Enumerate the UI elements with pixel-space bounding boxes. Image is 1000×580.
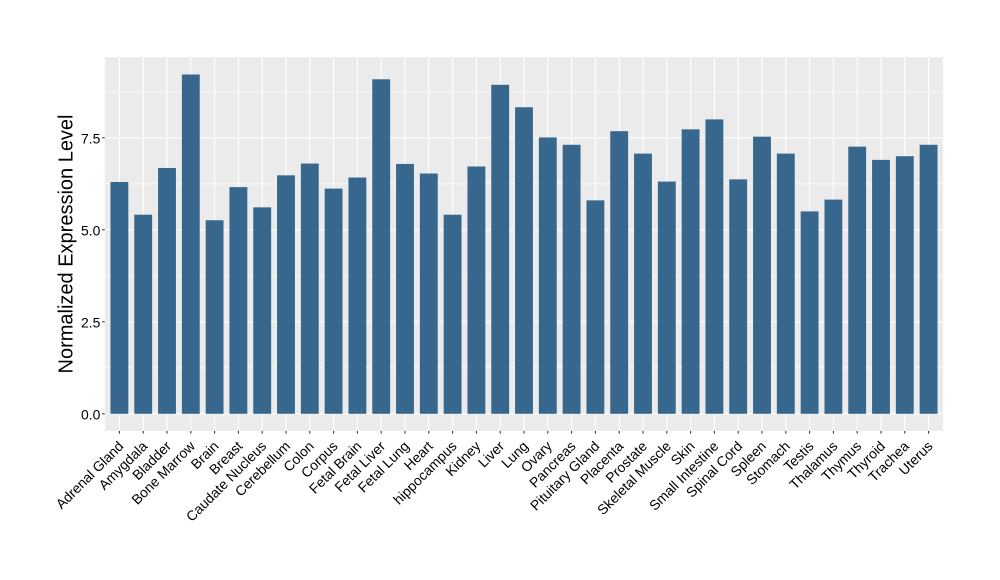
svg-text:5.0: 5.0 (81, 222, 101, 238)
svg-text:Normalized Expression Level: Normalized Expression Level (56, 114, 78, 373)
svg-text:0.0: 0.0 (81, 406, 101, 422)
svg-text:2.5: 2.5 (81, 314, 101, 330)
svg-text:7.5: 7.5 (81, 130, 101, 146)
